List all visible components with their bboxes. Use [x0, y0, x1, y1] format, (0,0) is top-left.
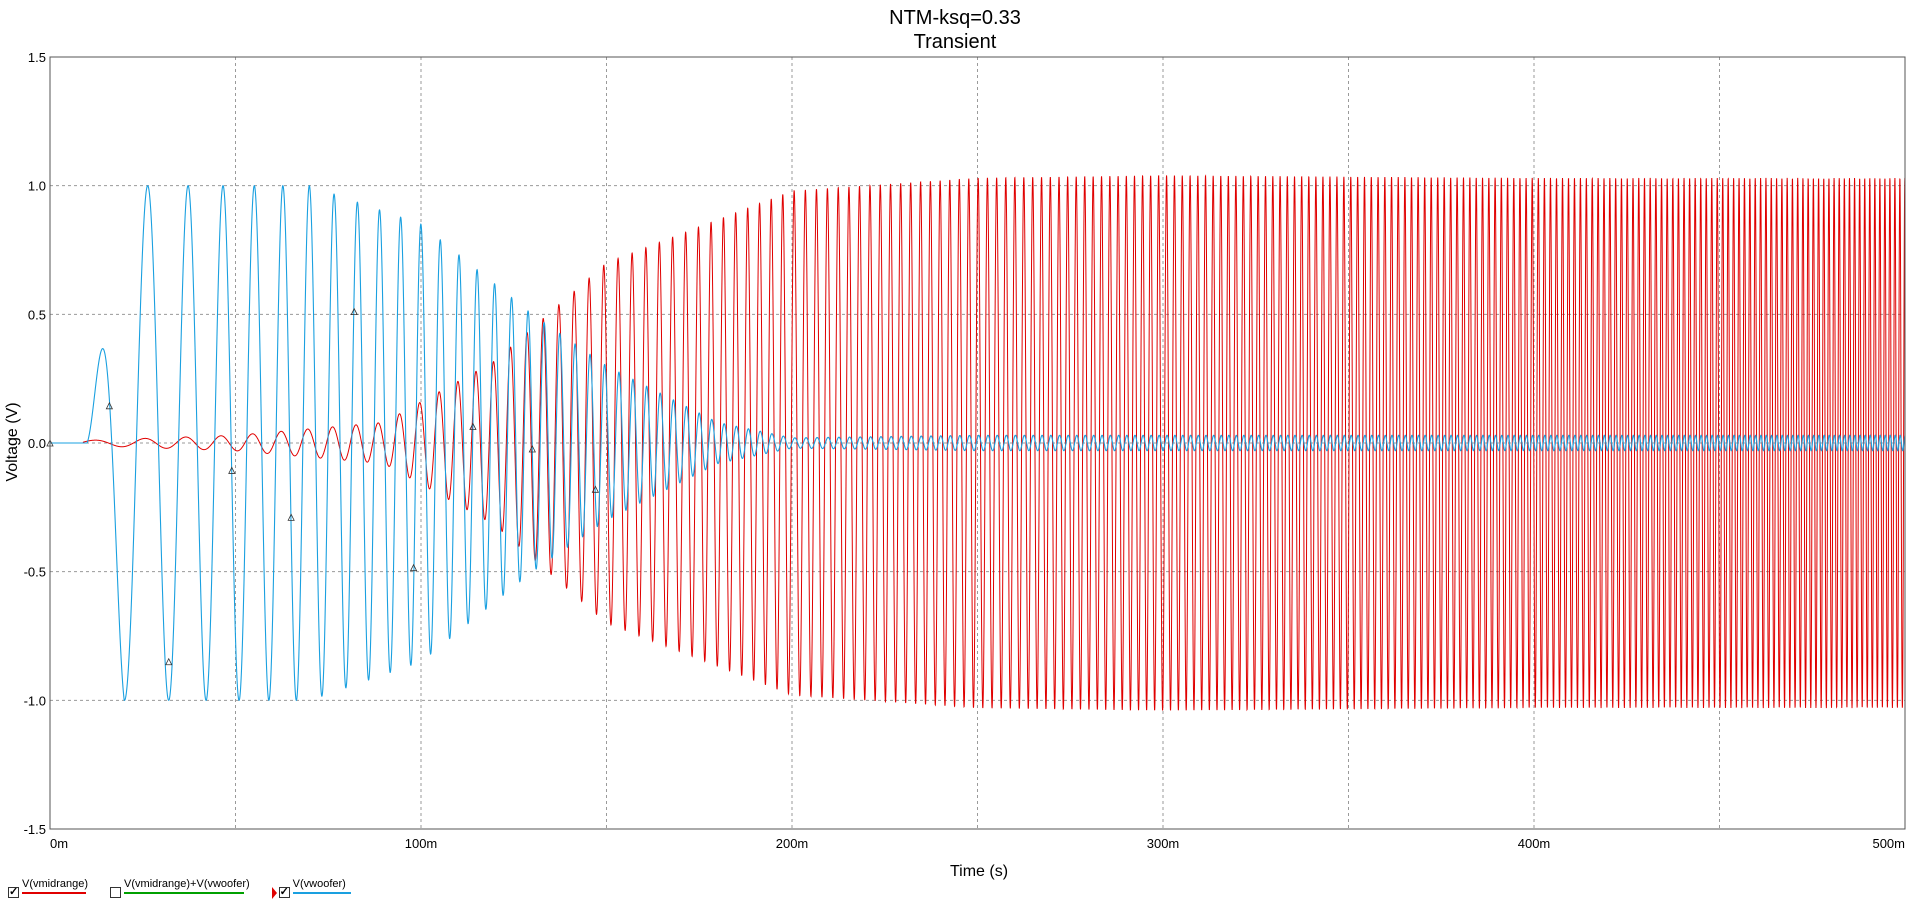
chart-title: NTM-ksq=0.33	[889, 7, 1021, 29]
x-tick-label: 400m	[1518, 836, 1551, 851]
legend-label-sum: V(vmidrange)+V(vwoofer)	[124, 878, 250, 890]
marker-triangle	[591, 485, 600, 493]
y-axis-label: Voltage (V)	[4, 402, 21, 481]
y-tick-label: 0.0	[28, 436, 46, 451]
legend-label-vmidrange: V(vmidrange)	[22, 878, 89, 890]
marker-triangle	[105, 401, 114, 410]
x-tick-label: 300m	[1147, 836, 1180, 851]
legend-label-vwoofer: V(vwoofer)	[292, 878, 346, 890]
y-tick-label: -0.5	[24, 565, 46, 580]
marker-triangle	[469, 422, 477, 430]
x-axis-ticks: 0m 100m 200m 300m 400m 500m	[50, 836, 1905, 851]
legend: V(vmidrange) V(vmidrange)+V(vwoofer) V(v…	[8, 878, 351, 908]
x-tick-label: 0m	[50, 836, 68, 851]
legend-marker-flag-icon	[271, 887, 277, 899]
series-line-vmidrange	[50, 174, 1906, 712]
y-tick-label: 1.0	[28, 179, 46, 194]
y-tick-label: -1.0	[24, 693, 46, 708]
legend-swatch-vmidrange	[22, 892, 86, 894]
x-tick-label: 500m	[1872, 836, 1905, 851]
x-axis-label: Time (s)	[950, 863, 1008, 880]
y-tick-label: -1.5	[24, 822, 46, 837]
series-line-vwoofer	[50, 184, 1906, 702]
legend-checkbox-sum[interactable]	[110, 887, 122, 898]
plot-area	[46, 174, 1906, 712]
marker-triangle	[165, 657, 173, 666]
legend-item-vwoofer[interactable]: V(vwoofer)	[271, 878, 351, 899]
legend-item-vmidrange[interactable]: V(vmidrange)	[8, 878, 88, 898]
y-axis-ticks: -1.5 -1.0 -0.5 0.0 0.5 1.0 1.5	[24, 50, 46, 837]
plot-frame	[49, 56, 1906, 830]
marker-triangle	[350, 307, 358, 316]
marker-triangle	[409, 563, 418, 572]
y-tick-label: 0.5	[28, 307, 46, 322]
legend-swatch-sum	[124, 892, 245, 894]
marker-triangle	[528, 445, 536, 453]
marker-triangle	[287, 513, 295, 521]
chart-subtitle: Transient	[914, 31, 997, 53]
legend-checkbox-vmidrange[interactable]	[8, 885, 19, 898]
marker-triangle	[228, 466, 236, 474]
legend-swatch-vwoofer	[292, 892, 351, 894]
x-tick-label: 100m	[405, 836, 438, 851]
transient-chart: NTM-ksq=0.33 Transient 0m 100m 200m 300m 400…	[4, 7, 1906, 880]
x-tick-label: 200m	[776, 836, 809, 851]
y-tick-label: 1.5	[28, 50, 46, 65]
legend-item-sum[interactable]: V(vmidrange)+V(vwoofer)	[110, 878, 250, 898]
legend-checkbox-vwoofer[interactable]	[278, 885, 290, 898]
